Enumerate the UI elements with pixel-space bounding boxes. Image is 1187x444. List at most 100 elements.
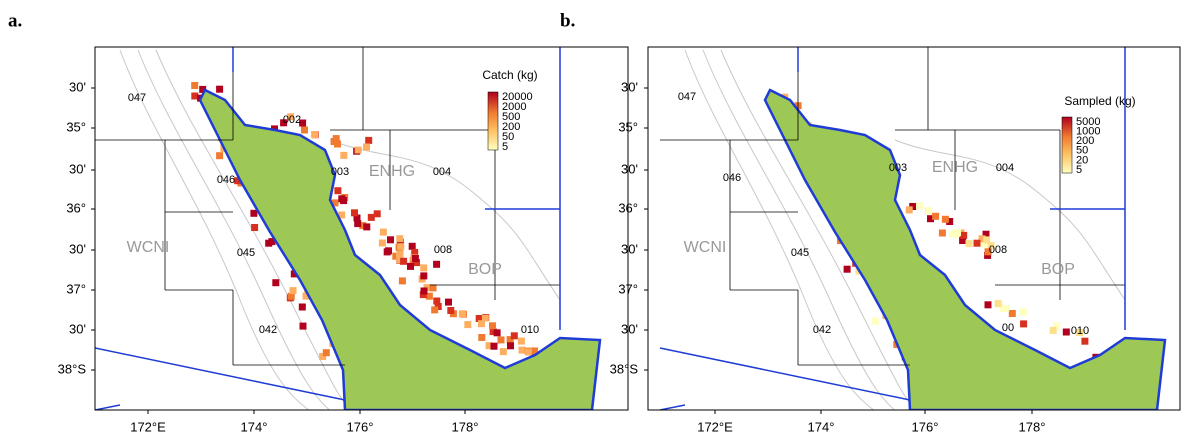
catch-cell [1008, 310, 1016, 317]
catch-cell [373, 210, 381, 218]
catch-cell [396, 238, 404, 246]
legend-label: 20000 [502, 91, 533, 103]
catch-cell [490, 342, 498, 350]
catch-cell [234, 177, 242, 185]
catch-cell [994, 300, 1002, 308]
catch-cell [302, 292, 310, 300]
region-label: 002 [283, 114, 301, 126]
catch-cell [959, 237, 967, 244]
catch-cell [216, 152, 224, 160]
catch-cell [1053, 322, 1061, 330]
catch-cell [941, 215, 949, 223]
catch-cell [420, 272, 428, 280]
catch-cell [290, 270, 298, 278]
map-content [659, 47, 1167, 410]
catch-cell [433, 260, 441, 268]
catch-cell [272, 279, 280, 287]
catch-cell [353, 214, 361, 222]
catch-cell [932, 212, 940, 220]
lat-label: 30' [621, 161, 638, 176]
legend-label: 5000 [1076, 116, 1100, 128]
catch-cell [359, 222, 367, 230]
catch-cell [499, 348, 507, 356]
catch-cell [973, 239, 981, 247]
catch-cell [289, 287, 297, 295]
region-label: 008 [434, 244, 452, 256]
catch-cell [400, 257, 408, 265]
catch-cell [354, 146, 362, 154]
catch-cell [298, 303, 306, 311]
region-label: 046 [217, 174, 235, 186]
catch-cell [319, 353, 327, 360]
legend-label: 5 [502, 141, 508, 153]
catch-cell [387, 236, 394, 244]
region-label: 008 [989, 244, 1007, 256]
catch-cell [978, 235, 986, 243]
lat-label: 35° [618, 119, 638, 134]
catch-cell [445, 298, 452, 306]
catch-cell [927, 215, 934, 223]
lat-label: 30' [621, 321, 638, 336]
lon-label: 178° [452, 419, 479, 434]
lat-label: 30' [621, 79, 638, 94]
catch-cell [965, 240, 973, 248]
region-label: 010 [521, 324, 539, 336]
region-label: BOP [468, 261, 502, 278]
catch-cell [287, 113, 295, 121]
catch-cell [363, 143, 370, 151]
catch-cell [429, 284, 437, 292]
catch-cell [1049, 326, 1057, 334]
catch-cell [983, 236, 991, 244]
catch-cell [396, 252, 404, 260]
panel-label: b. [560, 10, 575, 31]
catch-cell [433, 297, 441, 305]
catch-cell [301, 126, 308, 134]
region-label: 004 [996, 162, 1014, 174]
catch-cell [475, 315, 483, 322]
lat-label: 38°S [58, 361, 87, 376]
catch-cell [485, 342, 493, 350]
map [95, 47, 602, 410]
catch-cell [411, 248, 419, 256]
catch-cell [397, 243, 405, 251]
legend-label: 50 [1076, 145, 1088, 157]
region-label: 003 [889, 162, 907, 174]
lat-label: 36° [618, 200, 638, 215]
catch-cell [351, 209, 358, 217]
catch-cell [379, 228, 387, 236]
catch-cell [331, 199, 339, 207]
catch-cell [413, 259, 420, 267]
lat-label: 35° [66, 119, 86, 134]
lat-label: 37° [66, 281, 86, 296]
catch-cell [287, 292, 295, 300]
legend-colorbar [1061, 116, 1073, 174]
catch-cell [1081, 337, 1089, 345]
catch-cell [431, 306, 439, 314]
catch-cell [1019, 308, 1027, 316]
zone-boundary [95, 404, 121, 410]
legend-label: 50 [502, 131, 514, 143]
region-label: 00 [1002, 322, 1014, 334]
region-label: 042 [259, 324, 277, 336]
lat-label: 30' [69, 161, 86, 176]
catch-cell [408, 242, 416, 250]
catch-cell [383, 248, 391, 256]
legend-label: 5 [1076, 164, 1082, 176]
region-label: BOP [1041, 261, 1075, 278]
legend-title: Sampled (kg) [1064, 94, 1135, 108]
catch-cell [363, 223, 371, 231]
region-label: 003 [331, 166, 349, 178]
lon-label: 174° [808, 419, 835, 434]
catch-cell [425, 292, 433, 300]
depth-contour [894, 139, 1126, 301]
depth-contour [119, 49, 310, 410]
catch-cell [507, 342, 514, 350]
catch-cell [477, 320, 485, 328]
catch-cell [334, 140, 341, 148]
catch-cell [497, 336, 505, 344]
region-label: 004 [433, 166, 451, 178]
lon-label: 174° [241, 419, 268, 434]
catch-cell [299, 322, 307, 330]
zone-boundary [659, 347, 911, 401]
